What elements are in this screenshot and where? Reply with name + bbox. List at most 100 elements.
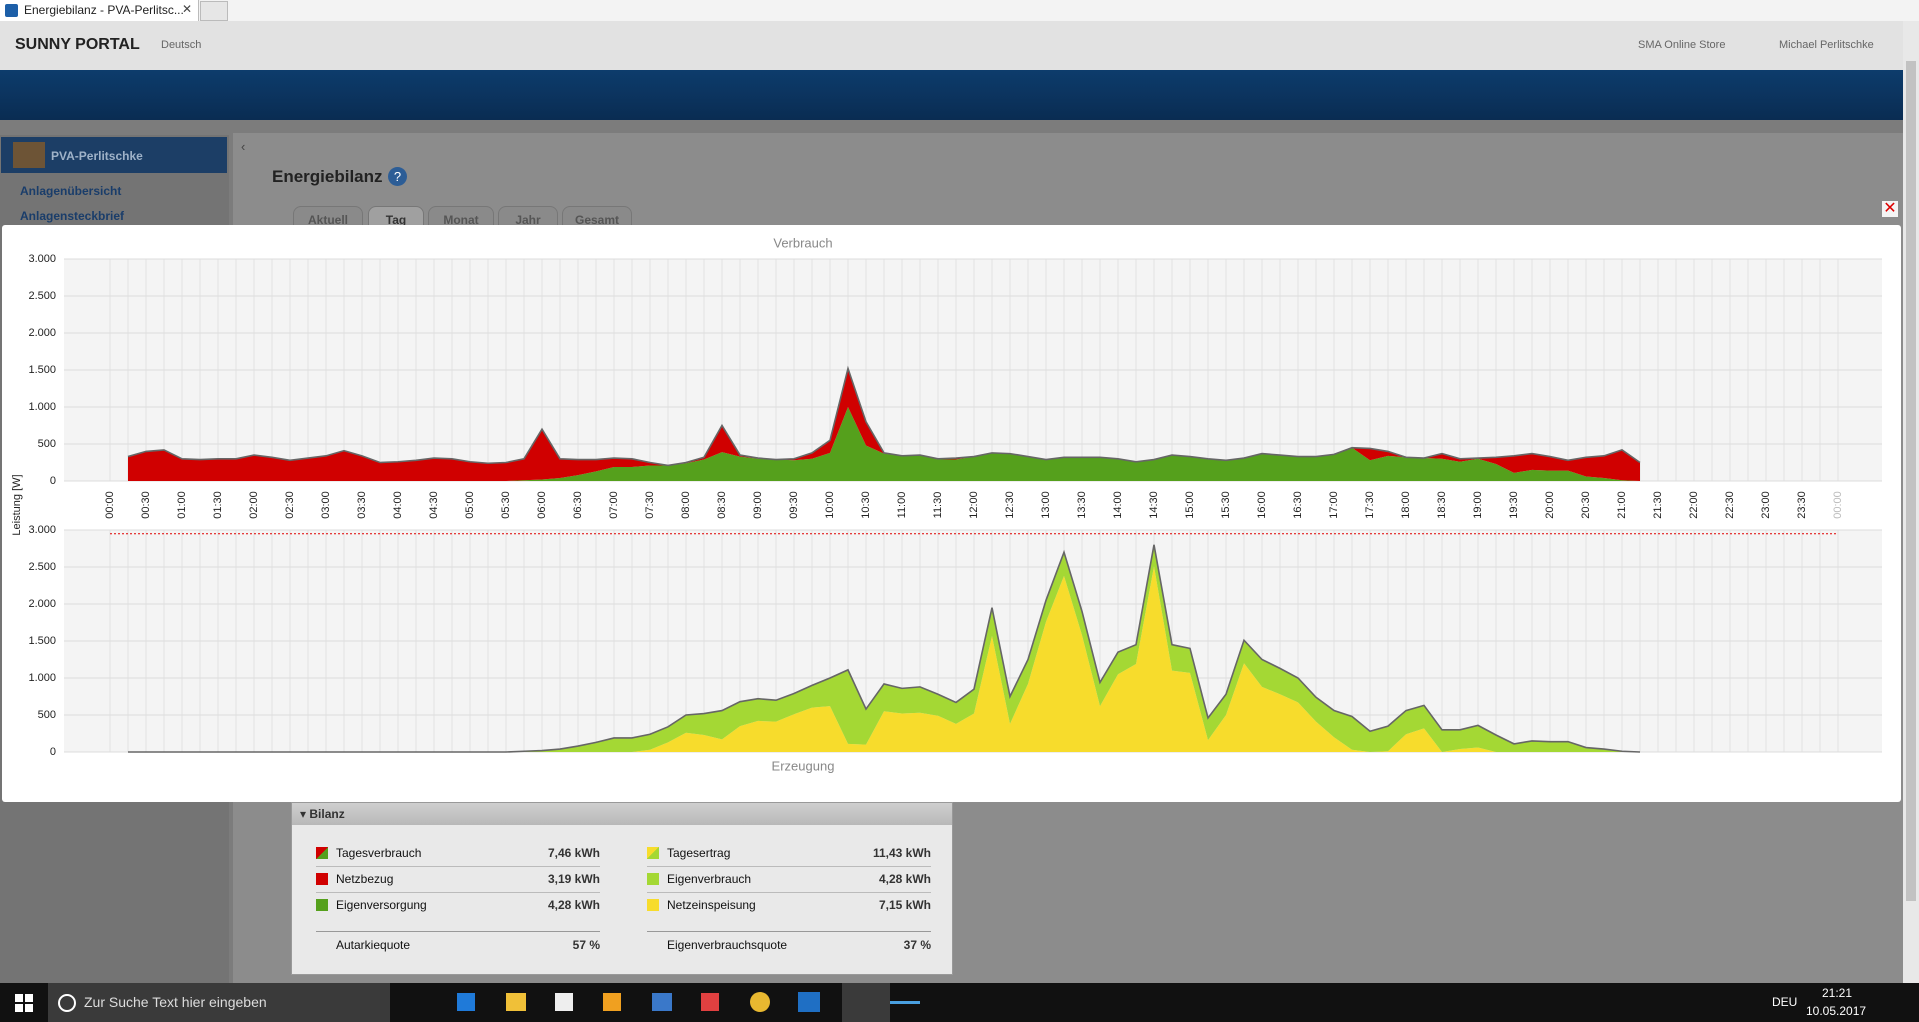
app-icon[interactable]	[457, 993, 475, 1011]
x-tick-label: 10:30	[860, 491, 872, 519]
area	[128, 407, 1640, 481]
clock-date[interactable]: 10.05.2017	[1806, 1004, 1867, 1018]
nav-item[interactable]: Anlagenübersicht	[20, 184, 122, 198]
browser-tab[interactable]: Energiebilanz - PVA-Perlitsc... ✕	[0, 0, 199, 21]
x-tick-label: 04:30	[428, 491, 440, 519]
legend-swatch	[316, 873, 328, 885]
bilanz-row: Eigenverbrauchsquote 37 %	[647, 931, 931, 958]
search-box[interactable]: Zur Suche Text hier eingeben	[48, 983, 390, 1022]
x-tick-label: 05:30	[500, 491, 512, 519]
total-line	[127, 365, 1641, 467]
bilanz-header[interactable]: ▾ Bilanz	[292, 803, 952, 825]
y-tick-label: 1.000	[28, 672, 56, 684]
bilanz-label: Netzeinspeisung	[667, 898, 756, 912]
tab-icon	[5, 4, 18, 17]
app-icon[interactable]	[798, 992, 820, 1012]
legend-swatch	[316, 899, 328, 911]
start-button[interactable]	[15, 994, 33, 1012]
x-tick-label: 18:00	[1400, 491, 1412, 519]
x-tick-label: 05:00	[464, 491, 476, 519]
scroll-thumb[interactable]	[1906, 61, 1916, 901]
bilanz-label: Eigenverbrauch	[667, 872, 752, 886]
bilanz-row: Eigenverbrauch 4,28 kWh	[647, 866, 931, 893]
x-tick-label: 20:30	[1580, 491, 1592, 519]
help-icon[interactable]: ?	[388, 167, 407, 186]
chart: 0 500 1.000 1.500 2.000 2.500 3.000 Verbrauch 05…	[11, 235, 1882, 773]
new-tab[interactable]	[200, 1, 228, 21]
user-menu[interactable]: Michael Perlitschke	[1779, 39, 1874, 51]
tab-close[interactable]: ✕	[182, 2, 193, 16]
bilanz-label: Autarkiequote	[336, 938, 411, 952]
y-tick-label: 2.000	[28, 598, 56, 610]
portal-header: SUNNY PORTAL Deutsch SMA Online Store Mi…	[0, 21, 1903, 70]
x-tick-label: 08:00	[680, 491, 692, 519]
y-tick-label: 3.000	[28, 524, 56, 536]
bilanz-label: Tagesertrag	[667, 846, 731, 860]
x-tick-label: 12:30	[1004, 491, 1016, 519]
app-icon[interactable]	[555, 993, 573, 1011]
bilanz-value: 7,15 kWh	[878, 898, 931, 912]
x-tick-label: 19:30	[1508, 491, 1520, 519]
x-tick-label: 16:30	[1292, 491, 1304, 519]
y-tick-label: 2.500	[28, 290, 56, 302]
x-tick-label: 14:30	[1148, 491, 1160, 519]
x-tick-label: 00:00	[104, 491, 116, 519]
app-icon[interactable]	[701, 993, 719, 1011]
bilanz-value: 57 %	[572, 938, 600, 952]
logo[interactable]: SUNNY PORTAL	[15, 36, 140, 53]
bilanz-value: 4,28 kWh	[547, 898, 600, 912]
bilanz-row: Autarkiequote 57 %	[316, 931, 600, 958]
y-tick-label: 1.000	[28, 401, 56, 413]
y-tick-label: 2.000	[28, 327, 56, 339]
x-tick-label: 01:30	[212, 491, 224, 519]
input-language[interactable]: DEU	[1772, 995, 1798, 1009]
x-tick-label: 06:30	[572, 491, 584, 519]
bilanz-row: Eigenversorgung 4,28 kWh	[316, 892, 600, 918]
app-icon[interactable]	[890, 1001, 920, 1004]
area	[128, 368, 1640, 481]
x-tick-label: 13:30	[1076, 491, 1088, 519]
scrollbar[interactable]	[1903, 21, 1919, 983]
y-axis-label: Leistung [W]	[11, 474, 23, 535]
panel-title: Verbrauch	[773, 235, 832, 250]
plant-header[interactable]: PVA-Perlitschke	[1, 137, 227, 173]
bilanz-row: Tagesverbrauch 7,46 kWh	[316, 840, 600, 867]
bilanz-value: 37 %	[903, 938, 931, 952]
search-placeholder: Zur Suche Text hier eingeben	[84, 994, 267, 1010]
app-icon[interactable]	[750, 992, 770, 1012]
search-icon	[58, 994, 76, 1012]
store-link[interactable]: SMA Online Store	[1638, 39, 1726, 51]
app-icon-active[interactable]	[842, 983, 890, 1022]
app-icon[interactable]	[506, 993, 526, 1011]
x-tick-label: 23:00	[1760, 491, 1772, 519]
x-tick-label: 11:00	[896, 492, 908, 519]
x-tick-label: 22:30	[1724, 491, 1736, 519]
app-icon[interactable]	[652, 993, 672, 1011]
clock-time[interactable]: 21:21	[1822, 986, 1853, 1000]
nav-item[interactable]: Anlagensteckbrief	[20, 209, 125, 223]
y-tick-label: 0	[50, 746, 56, 758]
app-icon[interactable]	[603, 993, 621, 1011]
y-tick-label: 2.500	[28, 561, 56, 573]
y-tick-label: 1.500	[28, 364, 56, 376]
x-tick-label: 02:30	[284, 491, 296, 519]
language-select[interactable]: Deutsch	[161, 39, 202, 51]
bilanz-label: Eigenverbrauchsquote	[667, 938, 788, 952]
legend-swatch	[647, 847, 659, 859]
collapse-button[interactable]: ‹	[241, 139, 246, 154]
plant-image	[13, 142, 45, 168]
bilanz-panel: ▾ Bilanz Tagesverbrauch 7,46 kWh Netzbezu…	[291, 802, 953, 975]
close-button[interactable]: ✕	[1882, 200, 1898, 217]
y-tick-label: 500	[38, 709, 56, 721]
area	[128, 566, 1640, 752]
x-tick-label: 17:00	[1328, 491, 1340, 519]
x-tick-label: 14:00	[1112, 491, 1124, 519]
x-tick-label: 15:00	[1184, 491, 1196, 519]
panel-title: Erzeugung	[772, 758, 835, 773]
x-tick-label: 09:30	[788, 491, 800, 519]
taskbar: Zur Suche Text hier eingeben DEU 21:21 1…	[0, 983, 1919, 1022]
legend-swatch	[647, 873, 659, 885]
plant-name: PVA-Perlitschke	[51, 149, 143, 163]
bilanz-row: Netzeinspeisung 7,15 kWh	[647, 892, 931, 918]
